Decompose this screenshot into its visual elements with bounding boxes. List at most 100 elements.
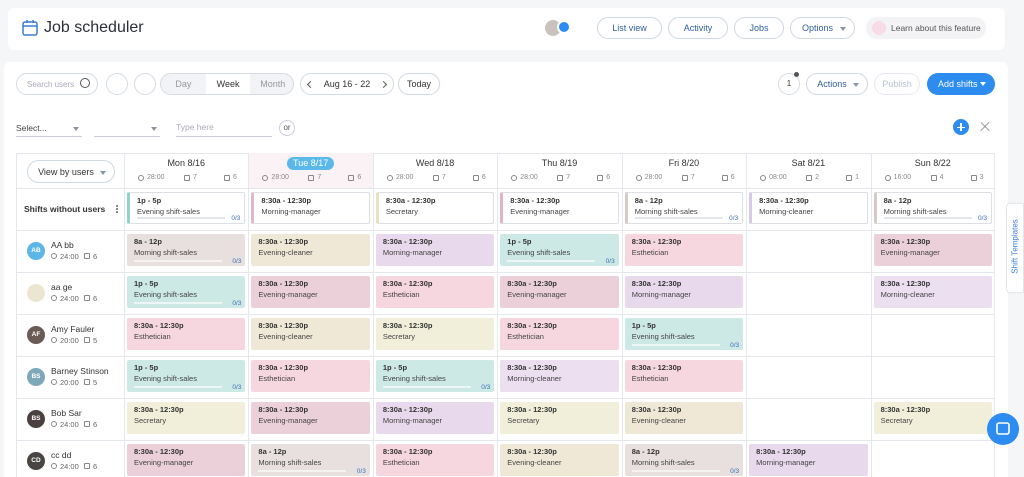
shift-card[interactable]: 8:30a - 12:30p Evening-cleaner: [251, 318, 370, 350]
shift-card[interactable]: 8:30a - 12:30p Evening-manager: [251, 402, 370, 434]
shift-card[interactable]: 8:30a - 12:30p Morning-manager: [251, 192, 370, 224]
shift-role: Secretary: [880, 416, 913, 425]
header-button[interactable]: Jobs: [734, 17, 784, 39]
learn-button[interactable]: Learn about this feature: [866, 17, 986, 39]
day-meta: 1: [855, 174, 860, 181]
user-name: Amy Fauler: [51, 324, 95, 334]
shift-card[interactable]: 8:30a - 12:30p Evening-cleaner: [500, 444, 619, 476]
shift-card[interactable]: 8:30a - 12:30p Evening-manager: [500, 192, 619, 224]
view-option[interactable]: Month: [260, 79, 286, 89]
shift-role: Evening-cleaner: [631, 416, 686, 425]
fill-count: 0/3: [232, 258, 242, 265]
shift-card[interactable]: 8a - 12p Morning shift-sales 0/3: [873, 192, 992, 224]
side-tab[interactable]: Shift Templates: [1006, 203, 1024, 293]
fill-count: 0/3: [356, 468, 366, 475]
view-by-button[interactable]: View by users: [27, 160, 115, 183]
select-filter[interactable]: Select...: [16, 119, 82, 137]
filter-button[interactable]: [106, 73, 128, 95]
shift-card[interactable]: 1p - 5p Evening shift-sales 0/3: [127, 192, 246, 224]
sort-button[interactable]: [134, 73, 156, 95]
publish-button[interactable]: Publish: [874, 73, 920, 95]
shift-time: 8:30a - 12:30p: [880, 279, 931, 288]
shift-card[interactable]: 8a - 12p Morning shift-sales 0/3: [127, 234, 246, 266]
view-option[interactable]: Day: [175, 79, 192, 89]
day-label-text: Thu 8/19: [541, 158, 578, 168]
next-arrow[interactable]: [379, 80, 388, 89]
text-filter[interactable]: Type here: [176, 119, 272, 137]
shift-time: 1p - 5p: [134, 363, 159, 372]
meta-icon: [681, 175, 688, 181]
header-button[interactable]: Options: [790, 17, 855, 39]
shift-card[interactable]: 1p - 5p Evening shift-sales 0/3: [375, 360, 495, 392]
shift-card[interactable]: 8a - 12p Morning shift-sales 0/3: [251, 444, 370, 476]
shift-card[interactable]: 8:30a - 12:30p Secretary: [375, 318, 495, 350]
chat-bubble[interactable]: [987, 413, 1019, 445]
shift-card[interactable]: 8:30a - 12:30p Morning-cleaner: [500, 360, 619, 392]
shift-card[interactable]: 8:30a - 12:30p Secretary: [375, 192, 495, 224]
shift-role: Evening shift-sales: [134, 290, 197, 299]
prev-arrow[interactable]: [306, 80, 315, 89]
user-hours: 24:00: [60, 462, 79, 471]
shift-role: Evening shift-sales: [631, 332, 695, 341]
shift-time: 8:30a - 12:30p: [631, 405, 682, 414]
shift-time: 1p - 5p: [507, 237, 532, 246]
shift-card[interactable]: 8:30a - 12:30p Evening-manager: [500, 276, 619, 308]
shift-card[interactable]: 8:30a - 12:30p Evening-cleaner: [251, 234, 370, 266]
shift-card[interactable]: 8:30a - 12:30p Evening-cleaner: [624, 402, 744, 434]
shift-card[interactable]: 1p - 5p Evening shift-sales 0/3: [127, 360, 246, 392]
shift-card[interactable]: 8:30a - 12:30p Morning-manager: [375, 234, 495, 266]
shift-role: Esthetician: [258, 374, 296, 383]
shift-card[interactable]: 8:30a - 12:30p Esthetician: [251, 360, 370, 392]
shift-card[interactable]: 8:30a - 12:30p Esthetician: [500, 318, 619, 350]
shift-card[interactable]: 8:30a - 12:30p Secretary: [127, 402, 246, 434]
menu-dot[interactable]: [116, 205, 118, 207]
shift-card[interactable]: 1p - 5p Evening shift-sales 0/3: [500, 234, 619, 266]
meta-icon: [760, 175, 767, 181]
user-name: aa ge: [51, 282, 73, 292]
day-label-text: Mon 8/16: [167, 158, 205, 168]
shift-card[interactable]: 8a - 12p Morning shift-sales 0/3: [624, 192, 744, 224]
day-meta: 6: [730, 174, 735, 181]
user-shifts: 6: [93, 462, 98, 471]
caret: [840, 27, 846, 31]
fill-count: 0/3: [605, 258, 615, 265]
shift-role: Esthetician: [507, 332, 544, 341]
shift-role: Evening-manager: [258, 290, 318, 299]
header-button[interactable]: Activity: [668, 17, 728, 39]
shift-card[interactable]: 8:30a - 12:30p Morning-cleaner: [873, 276, 992, 308]
shift-card[interactable]: 1p - 5p Evening shift-sales 0/3: [127, 276, 246, 308]
shift-card[interactable]: 1p - 5p Evening shift-sales 0/3: [624, 318, 744, 350]
header-button[interactable]: List view: [597, 17, 662, 39]
meta-icon: [386, 175, 393, 181]
menu-dot[interactable]: [116, 208, 118, 210]
shift-role: Morning shift-sales: [134, 248, 197, 257]
shift-card[interactable]: 8:30a - 12:30p Esthetician: [624, 234, 744, 266]
today-button[interactable]: Today: [398, 73, 440, 95]
shift-card[interactable]: 8:30a - 12:30p Evening-manager: [127, 444, 246, 476]
shift-card[interactable]: 8a - 12p Morning shift-sales 0/3: [624, 444, 744, 476]
shift-card[interactable]: 8:30a - 12:30p Morning-manager: [749, 444, 868, 476]
shift-card[interactable]: 8:30a - 12:30p Esthetician: [375, 276, 495, 308]
shift-card[interactable]: 8:30a - 12:30p Evening-manager: [251, 276, 370, 308]
shift-time: 8:30a - 12:30p: [631, 237, 682, 246]
select-filter-2[interactable]: [94, 119, 160, 137]
shift-card[interactable]: 8:30a - 12:30p Morning-cleaner: [749, 192, 868, 224]
notifications[interactable]: 1: [778, 73, 800, 95]
shift-card[interactable]: 8:30a - 12:30p Secretary: [500, 402, 619, 434]
meta-icon: [84, 463, 90, 469]
shift-card[interactable]: 8:30a - 12:30p Evening-manager: [873, 234, 992, 266]
date-nav[interactable]: Aug 16 - 22: [300, 73, 394, 95]
view-option[interactable]: Week: [205, 74, 251, 94]
shift-card[interactable]: 8:30a - 12:30p Esthetician: [624, 360, 744, 392]
menu-dot[interactable]: [116, 211, 118, 213]
shift-card[interactable]: 8:30a - 12:30p Morning-manager: [624, 276, 744, 308]
add-shifts-button[interactable]: Add shifts: [927, 73, 995, 95]
shift-card[interactable]: 8:30a - 12:30p Esthetician: [375, 444, 495, 476]
actions-button[interactable]: Actions: [806, 73, 868, 95]
search-box[interactable]: Search users: [16, 73, 98, 95]
shift-card[interactable]: 8:30a - 12:30p Morning-manager: [375, 402, 495, 434]
shift-time: 8:30a - 12:30p: [258, 237, 309, 246]
shift-card[interactable]: 8:30a - 12:30p Secretary: [873, 402, 992, 434]
shift-card[interactable]: 8:30a - 12:30p Esthetician: [127, 318, 246, 350]
day-meta: 3: [979, 174, 984, 181]
